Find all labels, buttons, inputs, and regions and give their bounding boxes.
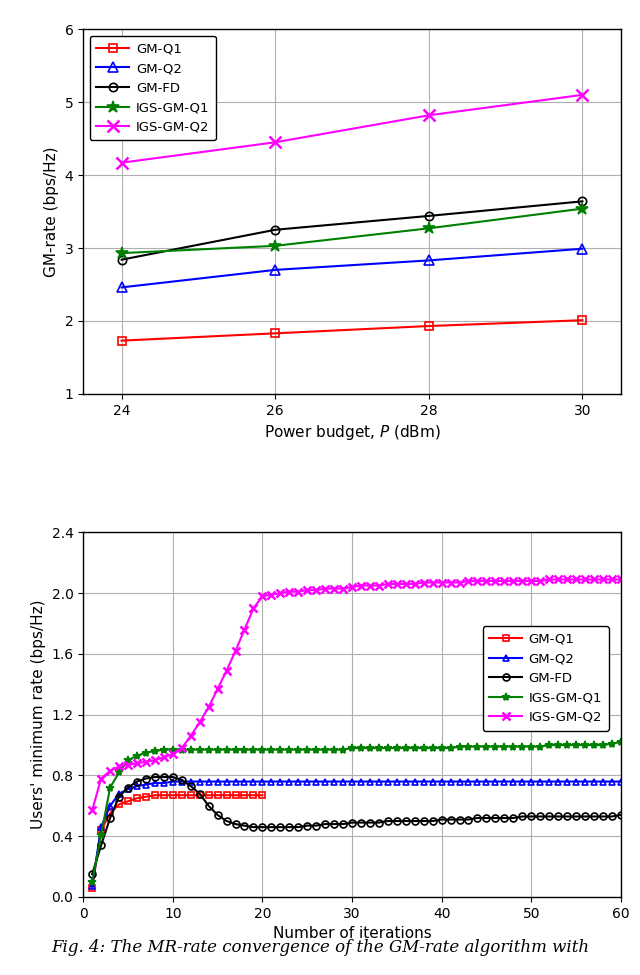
GM-Q1 [133, 793, 141, 804]
GM-FD [425, 210, 433, 221]
GM-FD [88, 869, 96, 880]
GM-FD [118, 254, 125, 265]
IGS-GM-Q2 [579, 89, 586, 100]
IGS-GM-Q1 [259, 744, 266, 756]
IGS-GM-Q2 [178, 742, 186, 754]
GM-FD [250, 821, 257, 833]
Y-axis label: GM-rate (bps/Hz): GM-rate (bps/Hz) [44, 146, 59, 277]
GM-Q2 [187, 776, 195, 788]
Text: Fig. 4: The MR-rate convergence of the GM-rate algorithm with: Fig. 4: The MR-rate convergence of the G… [51, 939, 589, 956]
GM-Q2 [268, 776, 275, 788]
GM-FD [429, 815, 436, 827]
IGS-GM-Q1 [241, 744, 248, 756]
GM-Q2 [425, 254, 433, 266]
Line: GM-Q2: GM-Q2 [116, 244, 588, 292]
IGS-GM-Q2 [271, 136, 279, 148]
Line: GM-Q1: GM-Q1 [89, 792, 266, 891]
GM-Q1 [169, 790, 177, 801]
GM-Q1 [187, 790, 195, 801]
GM-Q1 [250, 790, 257, 801]
GM-FD [268, 821, 275, 833]
IGS-GM-Q1 [271, 240, 279, 252]
Y-axis label: Users' minimum rate (bps/Hz): Users' minimum rate (bps/Hz) [31, 600, 46, 830]
GM-Q1 [259, 790, 266, 801]
GM-Q1 [142, 791, 150, 802]
IGS-GM-Q1 [420, 742, 428, 754]
GM-FD [271, 224, 279, 236]
IGS-GM-Q2 [118, 157, 125, 169]
IGS-GM-Q1 [617, 736, 625, 748]
IGS-GM-Q1 [88, 876, 96, 887]
GM-Q2 [118, 282, 125, 293]
IGS-GM-Q2 [420, 576, 428, 588]
IGS-GM-Q1 [178, 744, 186, 756]
X-axis label: Power budget, $P$ (dBm): Power budget, $P$ (dBm) [264, 423, 440, 442]
GM-FD [187, 780, 195, 792]
GM-Q1 [97, 824, 105, 836]
IGS-GM-Q1 [579, 203, 586, 214]
Line: IGS-GM-Q1: IGS-GM-Q1 [115, 203, 589, 259]
GM-Q2 [232, 776, 239, 788]
Legend: GM-Q1, GM-Q2, GM-FD, IGS-GM-Q1, IGS-GM-Q2: GM-Q1, GM-Q2, GM-FD, IGS-GM-Q1, IGS-GM-Q… [483, 626, 609, 730]
IGS-GM-Q1 [268, 744, 275, 756]
GM-Q1 [579, 314, 586, 326]
GM-FD [617, 809, 625, 821]
GM-Q2 [271, 264, 279, 276]
GM-Q2 [429, 776, 436, 788]
IGS-GM-Q1 [425, 222, 433, 234]
GM-Q1 [241, 790, 248, 801]
Line: GM-FD: GM-FD [89, 773, 624, 878]
GM-Q1 [271, 328, 279, 339]
GM-Q1 [178, 790, 186, 801]
IGS-GM-Q1 [223, 744, 230, 756]
GM-Q1 [151, 790, 159, 801]
Legend: GM-Q1, GM-Q2, GM-FD, IGS-GM-Q1, IGS-GM-Q2: GM-Q1, GM-Q2, GM-FD, IGS-GM-Q1, IGS-GM-Q… [90, 36, 216, 140]
IGS-GM-Q1 [118, 248, 125, 259]
GM-Q1 [232, 790, 239, 801]
GM-Q1 [106, 807, 114, 819]
GM-Q1 [425, 320, 433, 332]
Line: GM-FD: GM-FD [117, 197, 587, 264]
GM-Q1 [118, 334, 125, 346]
GM-Q1 [214, 790, 221, 801]
GM-Q2 [617, 776, 625, 788]
IGS-GM-Q2 [223, 665, 230, 677]
GM-Q1 [124, 796, 132, 807]
GM-FD [276, 821, 284, 833]
Line: IGS-GM-Q1: IGS-GM-Q1 [88, 738, 625, 886]
GM-Q1 [223, 790, 230, 801]
IGS-GM-Q2 [617, 573, 625, 585]
Line: IGS-GM-Q2: IGS-GM-Q2 [88, 575, 625, 814]
IGS-GM-Q2 [259, 590, 266, 602]
IGS-GM-Q2 [241, 624, 248, 636]
IGS-GM-Q2 [425, 109, 433, 121]
GM-Q1 [160, 790, 168, 801]
Line: GM-Q1: GM-Q1 [117, 316, 587, 345]
GM-FD [579, 196, 586, 208]
GM-Q1 [196, 790, 204, 801]
IGS-GM-Q2 [88, 804, 96, 816]
GM-Q2 [250, 776, 257, 788]
GM-Q1 [115, 799, 123, 810]
GM-Q1 [205, 790, 212, 801]
GM-FD [232, 818, 239, 830]
IGS-GM-Q2 [545, 573, 553, 585]
GM-FD [151, 771, 159, 783]
GM-Q2 [579, 243, 586, 254]
X-axis label: Number of iterations: Number of iterations [273, 926, 431, 941]
IGS-GM-Q2 [268, 589, 275, 601]
GM-Q2 [276, 776, 284, 788]
GM-Q2 [169, 776, 177, 788]
GM-Q1 [88, 882, 96, 894]
Line: GM-Q2: GM-Q2 [89, 778, 624, 890]
GM-Q2 [88, 880, 96, 892]
Line: IGS-GM-Q2: IGS-GM-Q2 [116, 90, 588, 169]
